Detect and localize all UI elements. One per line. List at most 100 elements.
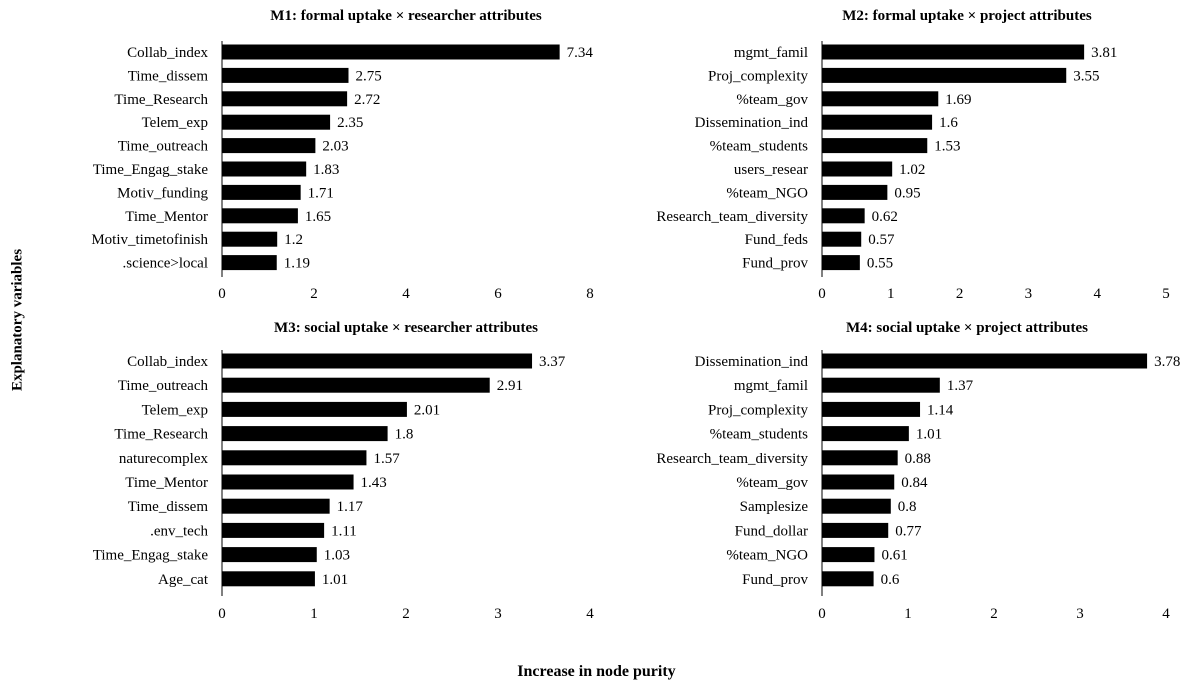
panel-3-x-tick-label-3: 2 <box>402 606 410 622</box>
panel-3-value-label-4: 1.8 <box>395 427 414 443</box>
panel-2-x-tick-label-1: 0 <box>818 286 826 302</box>
panel-3-value-label-9: 1.03 <box>324 548 350 564</box>
panel-1-value-label-10: 1.19 <box>284 256 310 272</box>
panel-1-x-tick-label-1: 0 <box>218 286 226 302</box>
panel-1-category-label-5: Time_outreach <box>118 139 209 155</box>
panel-4-category-label-4: %team_students <box>710 427 808 443</box>
panel-1-category-label-1: Collab_index <box>127 45 208 61</box>
panel-1-bar-3 <box>222 91 348 107</box>
panel-2-category-label-4: Dissemination_ind <box>695 115 809 131</box>
panel-4-value-label-3: 1.14 <box>927 402 954 418</box>
panel-4-x-tick-label-4: 3 <box>1076 606 1084 622</box>
panel-3-bar-6 <box>222 474 354 490</box>
panel-4-category-label-9: %team_NGO <box>726 548 808 564</box>
panel-1-category-label-10: .science>local <box>123 256 209 272</box>
panel-4-category-label-7: Samplesize <box>740 499 809 515</box>
panel-1-bar-4 <box>222 114 331 130</box>
panel-2-value-label-8: 0.62 <box>872 209 898 225</box>
panel-3-value-label-6: 1.43 <box>361 475 387 491</box>
panel-3-category-label-6: Time_Mentor <box>125 475 208 491</box>
panel-2-bar-5 <box>822 138 928 154</box>
panel-2-bar-9 <box>822 231 862 247</box>
panel-2-category-label-2: Proj_complexity <box>708 68 808 84</box>
panel-3-x-tick-label-2: 1 <box>310 606 318 622</box>
panel-4-bar-2 <box>822 377 940 393</box>
panel-4-category-label-8: Fund_dollar <box>735 523 808 539</box>
panel-3-x-tick-label-4: 3 <box>494 606 502 622</box>
panel-4-bar-10 <box>822 571 874 587</box>
panel-2-bar-7 <box>822 184 888 200</box>
panel-1-bar-9 <box>222 231 278 247</box>
panel-3-category-label-8: .env_tech <box>150 523 208 539</box>
panel-4-value-label-5: 0.88 <box>905 451 931 467</box>
panel-4-bar-6 <box>822 474 895 490</box>
panel-2-category-label-3: %team_gov <box>736 92 808 108</box>
panel-2-value-label-2: 3.55 <box>1073 68 1099 84</box>
panel-2-value-label-7: 0.95 <box>894 185 920 201</box>
panel-3-x-tick-label-1: 0 <box>218 606 226 622</box>
panel-1-bar-6 <box>222 161 307 177</box>
panel-4-bar-5 <box>822 450 898 466</box>
panel-1-category-label-2: Time_dissem <box>128 68 209 84</box>
panel-2-bar-1 <box>822 44 1085 60</box>
panel-4-value-label-8: 0.77 <box>895 523 922 539</box>
panel-1-category-label-9: Motiv_timetofinish <box>91 232 208 248</box>
panel-1-value-label-1: 7.34 <box>567 45 594 61</box>
panel-4-x-tick-label-1: 0 <box>818 606 826 622</box>
panel-4-x-tick-label-5: 4 <box>1162 606 1170 622</box>
x-axis-title: Increase in node purity <box>517 663 676 680</box>
panel-2-value-label-5: 1.53 <box>934 139 960 155</box>
panel-1-x-tick-label-5: 8 <box>586 286 594 302</box>
panel-1-category-label-8: Time_Mentor <box>125 209 208 225</box>
panel-2-value-label-10: 0.55 <box>867 256 893 272</box>
y-axis-title: Explanatory variables <box>9 248 26 392</box>
panel-3-value-label-2: 2.91 <box>497 378 523 394</box>
panel-2-title: M2: formal uptake × project attributes <box>842 8 1092 24</box>
panel-1-bar-1 <box>222 44 560 60</box>
panel-4-value-label-2: 1.37 <box>947 378 974 394</box>
panel-1-value-label-6: 1.83 <box>313 162 339 178</box>
panel-2-category-label-9: Fund_feds <box>745 232 808 248</box>
panel-3-bar-4 <box>222 426 388 442</box>
panel-1-category-label-4: Telem_exp <box>142 115 208 131</box>
panel-2-category-label-6: users_resear <box>734 162 808 178</box>
panel-1-category-label-3: Time_Research <box>114 92 208 108</box>
panel-3-category-label-5: naturecomplex <box>119 451 209 467</box>
panel-4-value-label-4: 1.01 <box>916 427 942 443</box>
panel-4-bar-3 <box>822 401 921 417</box>
panel-4-value-label-7: 0.8 <box>898 499 917 515</box>
panel-4-bar-7 <box>822 498 891 514</box>
panel-2-value-label-9: 0.57 <box>868 232 895 248</box>
panel-3-value-label-3: 2.01 <box>414 402 440 418</box>
panel-3-category-label-9: Time_Engag_stake <box>93 548 209 564</box>
panel-3-category-label-7: Time_dissem <box>128 499 209 515</box>
panel-2-category-label-8: Research_team_diversity <box>656 209 808 225</box>
panel-3-value-label-5: 1.57 <box>373 451 400 467</box>
panel-4-bar-4 <box>822 426 909 442</box>
panel-1-bar-2 <box>222 67 349 83</box>
panel-4-bar-9 <box>822 547 875 563</box>
panel-1-value-label-7: 1.71 <box>308 185 334 201</box>
panel-3-bar-8 <box>222 522 325 538</box>
panel-1-x-tick-label-2: 2 <box>310 286 318 302</box>
panel-3-bar-2 <box>222 377 490 393</box>
panel-1-bar-10 <box>222 255 277 271</box>
panel-4-value-label-10: 0.6 <box>881 572 900 588</box>
panel-1-category-label-6: Time_Engag_stake <box>93 162 209 178</box>
panel-2-bar-3 <box>822 91 939 107</box>
panel-1-bar-7 <box>222 184 301 200</box>
panel-2-x-tick-label-2: 1 <box>887 286 895 302</box>
panel-2-bar-6 <box>822 161 893 177</box>
panel-1-bar-5 <box>222 138 316 154</box>
panel-2-value-label-4: 1.6 <box>939 115 958 131</box>
panel-2-category-label-5: %team_students <box>710 139 808 155</box>
panel-4-value-label-6: 0.84 <box>901 475 928 491</box>
panel-4-category-label-10: Fund_prov <box>742 572 808 588</box>
panel-3-value-label-1: 3.37 <box>539 354 566 370</box>
panel-4-category-label-5: Research_team_diversity <box>656 451 808 467</box>
panel-3-value-label-7: 1.17 <box>337 499 364 515</box>
panel-2-bar-4 <box>822 114 933 130</box>
panel-4-category-label-1: Dissemination_ind <box>695 354 809 370</box>
panel-2-category-label-1: mgmt_famil <box>734 45 808 61</box>
